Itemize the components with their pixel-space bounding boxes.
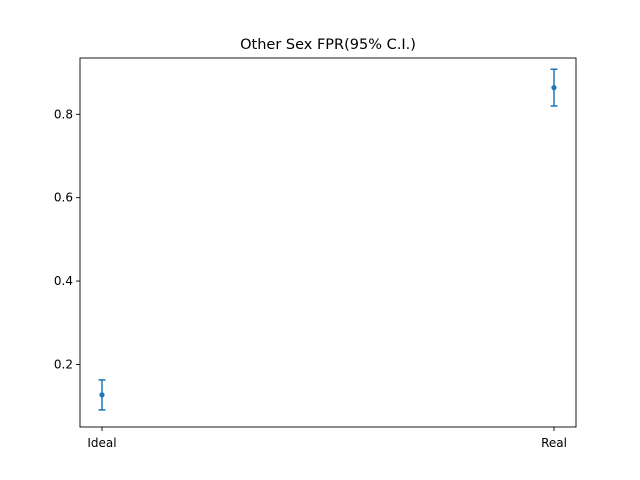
y-tick-label: 0.8: [54, 107, 73, 121]
plot-area: 0.2 0.4 0.6 0.8 Ideal Real: [54, 57, 577, 450]
data-point: [551, 85, 557, 91]
data-point: [99, 392, 105, 398]
x-tick-label: Ideal: [87, 436, 116, 450]
y-tick-label: 0.6: [54, 191, 73, 205]
y-tick-label: 0.4: [54, 274, 73, 288]
y-tick-label: 0.2: [54, 357, 73, 371]
x-tick-label: Real: [541, 436, 567, 450]
axes-frame: [79, 57, 577, 428]
chart-title: Other Sex FPR(95% C.I.): [240, 37, 416, 53]
